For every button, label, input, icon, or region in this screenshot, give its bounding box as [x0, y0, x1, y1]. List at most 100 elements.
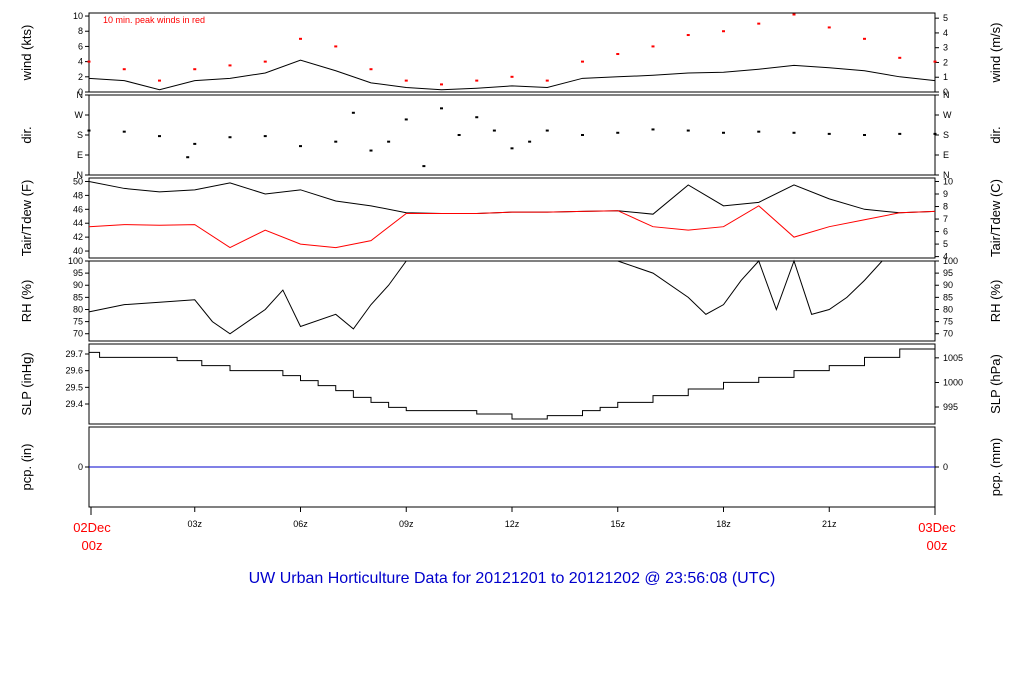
- left-tick-label: N: [77, 170, 84, 180]
- data-point: [369, 68, 373, 71]
- x-axis: 03z 06z 09z 12z 15z 18z 21z 02Dec 00z 03Dec 00z: [73, 507, 956, 553]
- right-tick-label: 1: [943, 72, 948, 82]
- right-tick-label: 5: [943, 239, 948, 249]
- panel-rh: 70 75 80 85 90 95 100 70 75 80 85 90 95 100 RH (%) RH (…: [19, 256, 1003, 342]
- right-tick-label: 1000: [943, 378, 963, 388]
- right-tick-label: 6: [943, 227, 948, 237]
- left-tick-label: 95: [73, 268, 83, 278]
- x-edge-label: 03Dec: [918, 520, 956, 535]
- left-tick-label: 29.6: [65, 366, 83, 376]
- right-tick-label: 0: [943, 87, 948, 97]
- left-tick-label: S: [77, 130, 83, 140]
- data-point: [686, 129, 690, 132]
- right-tick-label: 4: [943, 252, 948, 262]
- data-point: [351, 111, 355, 114]
- right-tick-label: 10: [943, 176, 953, 186]
- data-point: [510, 147, 514, 150]
- data-point: [528, 140, 532, 143]
- data-point: [87, 60, 91, 63]
- data-point: [404, 79, 408, 82]
- data-point: [616, 53, 620, 56]
- left-tick-label: 85: [73, 292, 83, 302]
- y-axis-label-right: Tair/Tdew (C): [988, 179, 1003, 257]
- panel-annotation: 10 min. peak winds in red: [103, 15, 205, 25]
- left-tick-label: N: [77, 90, 84, 100]
- y-axis-label-left: wind (kts): [19, 25, 34, 82]
- panel-slp: 29.4 29.5 29.6 29.7 995 1000 1005 SLP (inHg) SLP…: [19, 343, 1003, 425]
- left-tick-label: 42: [73, 232, 83, 242]
- left-tick-label: 40: [73, 246, 83, 256]
- data-point: [299, 145, 302, 148]
- panel-frame: [88, 260, 936, 342]
- data-point: [228, 136, 232, 139]
- data-point: [186, 156, 190, 159]
- left-tick-label: 4: [78, 57, 83, 67]
- y-axis-label-right: SLP (hPa): [988, 354, 1003, 414]
- data-point: [122, 130, 126, 133]
- right-tick-label: 8: [943, 202, 948, 212]
- data-point: [404, 118, 408, 121]
- left-tick-label: 2: [78, 72, 83, 82]
- right-tick-label: 90: [943, 280, 953, 290]
- data-point: [475, 79, 479, 82]
- data-point: [369, 149, 373, 152]
- left-tick-label: 0: [78, 87, 83, 97]
- left-tick-label: 90: [73, 280, 83, 290]
- series-line: [88, 180, 936, 215]
- left-tick-label: 29.5: [65, 382, 83, 392]
- data-point: [651, 128, 655, 131]
- data-point: [616, 131, 620, 134]
- right-tick-label: 95: [943, 268, 953, 278]
- data-point: [457, 134, 461, 136]
- left-tick-label: 75: [73, 317, 83, 327]
- left-tick-label: 44: [73, 218, 83, 228]
- right-tick-label: 100: [943, 256, 958, 266]
- data-point: [933, 132, 937, 135]
- left-tick-label: 0: [78, 462, 83, 472]
- data-point: [228, 64, 232, 67]
- y-axis-label-right: wind (m/s): [988, 23, 1003, 84]
- data-point: [722, 30, 725, 33]
- right-tick-label: 4: [943, 28, 948, 38]
- right-tick-label: 995: [943, 402, 958, 412]
- data-point: [158, 135, 161, 138]
- y-axis-label-left: dir.: [19, 126, 34, 143]
- x-tick-label: 06z: [293, 519, 308, 529]
- right-tick-label: 3: [943, 43, 948, 53]
- chart-title: UW Urban Horticulture Data for 20121201 …: [249, 570, 776, 587]
- series-line: [89, 344, 936, 420]
- data-point: [722, 131, 725, 134]
- data-point: [792, 13, 796, 16]
- panel-frame: [88, 177, 936, 259]
- left-tick-label: 8: [78, 26, 83, 36]
- right-tick-label: E: [943, 150, 949, 160]
- left-tick-label: E: [77, 150, 83, 160]
- data-point: [827, 132, 831, 135]
- data-point: [581, 60, 584, 63]
- right-tick-label: 70: [943, 329, 953, 339]
- data-point: [651, 45, 655, 48]
- y-axis-label-left: pcp. (in): [19, 444, 34, 491]
- data-point: [898, 56, 902, 59]
- data-point: [422, 165, 426, 168]
- right-tick-label: 80: [943, 304, 953, 314]
- data-point: [510, 75, 514, 78]
- data-point: [334, 45, 338, 48]
- right-tick-label: 7: [943, 214, 948, 224]
- x-tick-label: 12z: [505, 519, 520, 529]
- data-point: [827, 26, 831, 29]
- y-axis-label-left: SLP (inHg): [19, 352, 34, 415]
- x-tick-label: 03z: [187, 519, 202, 529]
- x-edge-label: 02Dec: [73, 520, 111, 535]
- x-tick-label: 09z: [399, 519, 414, 529]
- data-point: [334, 140, 338, 143]
- right-tick-label: 85: [943, 292, 953, 302]
- data-point: [863, 37, 866, 40]
- right-tick-label: 0: [943, 462, 948, 472]
- right-tick-label: 9: [943, 189, 948, 199]
- x-edge-label: 00z: [927, 538, 948, 553]
- left-tick-label: W: [75, 110, 84, 120]
- data-point: [440, 107, 443, 110]
